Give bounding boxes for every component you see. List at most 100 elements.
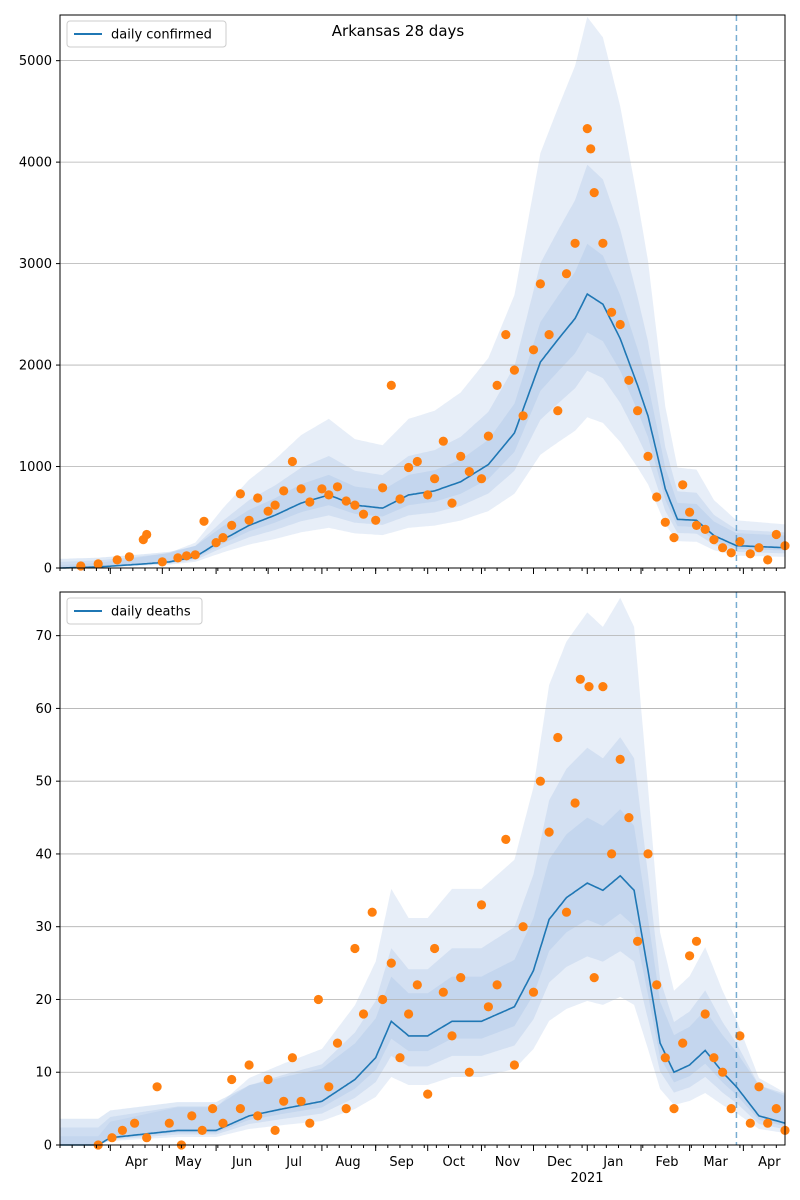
observed-point — [130, 1118, 140, 1128]
observed-point — [270, 500, 280, 510]
x-tick-label: Dec — [547, 1155, 572, 1170]
observed-point — [691, 520, 702, 531]
legend-box — [66, 20, 227, 48]
observed-point — [438, 436, 448, 446]
observed-point — [112, 555, 122, 565]
observed-point — [660, 517, 670, 527]
observed-point — [173, 553, 183, 563]
observed-point — [263, 1074, 273, 1085]
observed-point — [535, 279, 546, 289]
observed-point — [544, 827, 554, 837]
deaths-legend: daily deaths — [66, 597, 203, 625]
observed-point — [633, 406, 643, 416]
observed-point — [218, 1118, 228, 1128]
y-tick-label: 3000 — [19, 257, 52, 272]
observed-point — [332, 482, 343, 492]
y-tick-label: 4000 — [19, 156, 52, 171]
observed-point — [528, 345, 539, 355]
observed-point — [669, 1104, 679, 1114]
observed-point — [483, 1002, 493, 1012]
observed-point — [244, 1060, 254, 1070]
observed-point — [199, 516, 209, 526]
observed-point — [509, 1060, 519, 1070]
observed-point — [464, 467, 474, 477]
observed-point — [700, 1009, 710, 1019]
confirmed-panel: 0 1000 2000 3000 4000 5000 Arkansas 28 days d… — [19, 14, 790, 577]
observed-point — [691, 936, 702, 946]
deaths-median-line — [60, 874, 786, 1146]
observed-point — [378, 994, 388, 1005]
observed-point — [464, 1067, 474, 1077]
x-tick-label: Mar — [703, 1155, 728, 1170]
observed-point — [423, 1089, 433, 1099]
legend-label: daily confirmed — [111, 28, 212, 43]
observed-point — [624, 375, 634, 385]
legend-label: daily deaths — [111, 605, 191, 620]
observed-point — [633, 936, 643, 946]
observed-point — [164, 1118, 174, 1128]
deaths-panel: 0 10 20 30 40 50 60 70 Apr May Jun Jul Aug Sep Oct Nov… — [35, 591, 790, 1186]
deaths-y-axis: 0 10 20 30 40 50 60 70 — [35, 629, 60, 1154]
uncertainty-band — [60, 809, 785, 1145]
observed-point — [528, 987, 539, 997]
observed-point — [395, 1053, 405, 1063]
observed-point — [279, 486, 289, 496]
observed-point — [371, 515, 381, 525]
x-tick-label: Nov — [495, 1155, 521, 1170]
confirmed-axes-frame — [59, 14, 786, 569]
observed-point — [624, 813, 634, 823]
uncertainty-band — [60, 597, 785, 1145]
observed-point — [447, 1031, 457, 1041]
observed-point — [535, 776, 546, 786]
year-label: 2021 — [570, 1171, 603, 1186]
observed-point — [386, 380, 396, 390]
observed-point — [324, 490, 334, 500]
y-tick-label: 40 — [35, 847, 52, 862]
observed-point — [763, 555, 773, 565]
observed-point — [518, 411, 528, 421]
observed-point — [253, 493, 263, 503]
observed-point — [253, 1111, 263, 1121]
observed-point — [754, 1082, 764, 1092]
observed-point — [350, 943, 360, 954]
observed-point — [235, 1104, 245, 1114]
observed-point — [182, 551, 192, 561]
x-tick-label: Apr — [758, 1155, 781, 1170]
confirmed-legend: daily confirmed — [66, 20, 227, 48]
observed-point — [447, 498, 457, 508]
observed-point — [476, 900, 487, 910]
y-tick-label: 70 — [35, 629, 52, 644]
observed-point — [152, 1082, 162, 1092]
observed-point — [317, 484, 327, 494]
y-tick-label: 5000 — [19, 54, 52, 69]
observed-point — [615, 319, 625, 330]
y-tick-label: 60 — [35, 702, 52, 717]
observed-point — [726, 1104, 736, 1114]
observed-point — [332, 1038, 343, 1048]
deaths-uncertainty-bands — [60, 597, 785, 1145]
observed-point — [501, 330, 511, 340]
observed-point — [763, 1118, 773, 1128]
observed-point — [235, 489, 245, 499]
observed-point — [589, 973, 599, 983]
observed-point — [660, 1053, 670, 1063]
observed-point — [685, 951, 695, 961]
observed-point — [244, 515, 254, 525]
observed-point — [709, 1053, 719, 1063]
legend-box — [66, 597, 203, 625]
confirmed-x-ticks — [59, 568, 777, 574]
observed-point — [643, 849, 653, 859]
observed-point — [430, 474, 440, 484]
observed-point — [395, 494, 405, 504]
observed-point — [570, 238, 580, 248]
observed-point — [615, 754, 625, 765]
observed-point — [509, 365, 519, 375]
observed-point — [726, 548, 736, 558]
uncertainty-band — [60, 17, 785, 568]
observed-point — [652, 980, 662, 990]
observed-point — [279, 1096, 289, 1106]
x-tick-label: Feb — [656, 1155, 679, 1170]
observed-point — [652, 492, 662, 502]
observed-point — [735, 1031, 745, 1041]
